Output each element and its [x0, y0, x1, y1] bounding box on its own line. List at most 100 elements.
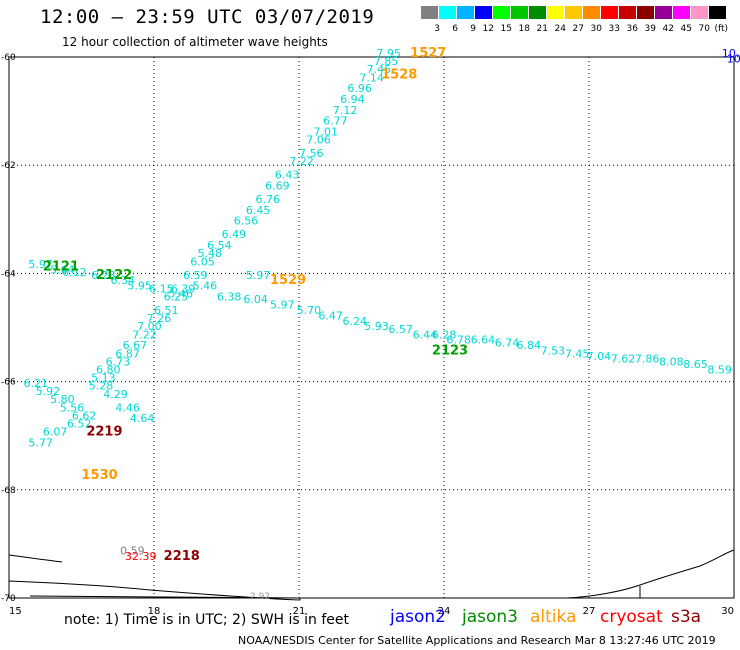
wave-height-label: 5.97 — [246, 269, 270, 282]
wave-height-label: 6.69 — [265, 180, 290, 193]
wave-height-label: 7.56 — [299, 147, 324, 160]
wave-height-label: 6.74 — [495, 336, 520, 349]
legend-swatch — [547, 6, 564, 19]
wave-height-label: 6.04 — [243, 293, 268, 306]
wave-height-label: 6.21 — [24, 377, 49, 390]
pass-time-label: 1530 — [82, 468, 118, 483]
wave-height-label: 6.24 — [343, 315, 368, 328]
x-tick-label: 18 — [148, 606, 161, 617]
wave-height-label: 6.43 — [275, 169, 300, 182]
coastline — [8, 580, 301, 601]
wave-height-label: 7.26 — [147, 312, 172, 325]
wave-height-label: 10.01 — [722, 47, 740, 60]
map-title: 12:00 – 23:59 UTC 03/07/2019 — [40, 6, 375, 28]
legend-label: 27 — [572, 24, 584, 34]
wave-height-label: 6.12 — [62, 266, 87, 279]
legend-label: 18 — [518, 24, 530, 34]
y-tick-label: -68 — [1, 486, 16, 496]
wave-height-label: 6.73 — [106, 355, 130, 368]
wave-height-label: 4.46 — [115, 401, 140, 414]
wave-height-label: 7.86 — [635, 353, 660, 366]
note-text: note: 1) Time is in UTC; 2) SWH is in fe… — [64, 612, 350, 628]
wave-height-label: 7.14 — [359, 71, 384, 84]
wave-height-label: 6.28 — [432, 328, 457, 341]
wave-height-label: 5.70 — [297, 304, 322, 317]
wave-height-label: 6.34 — [111, 274, 136, 287]
legend-label: 30 — [590, 24, 602, 34]
wave-height-label: 6.47 — [318, 309, 343, 322]
wave-height-label: 6.59 — [183, 269, 208, 282]
wave-height-label: 7.53 — [541, 345, 566, 358]
y-tick-label: -60 — [1, 53, 16, 63]
wave-height-label: 6.05 — [190, 255, 215, 268]
y-tick-label: -70 — [1, 594, 16, 604]
legend-swatch — [493, 6, 510, 19]
wave-height-label: 6.07 — [43, 426, 67, 439]
legend-swatch — [619, 6, 636, 19]
coastline — [565, 549, 735, 599]
satellite-altika: altika — [530, 607, 577, 627]
wave-height-label: 4.64 — [130, 412, 155, 425]
wave-height-label: 7.62 — [611, 353, 636, 366]
satellite-jason2: jason2 — [390, 607, 446, 627]
legend-swatch — [673, 6, 690, 19]
wave-height-label: 6.77 — [323, 115, 348, 128]
legend-label: 15 — [500, 24, 512, 34]
wave-height-label: 5.77 — [28, 437, 53, 450]
wave-height-label: 7.95 — [376, 47, 401, 60]
wave-height-label: 7.04 — [587, 350, 612, 363]
wave-height-label: 6.84 — [517, 339, 542, 352]
wave-height-label: 6.49 — [222, 228, 247, 241]
wave-height-label: 5.80 — [50, 393, 74, 406]
wave-height-label: 7.85 — [374, 55, 399, 68]
x-tick-label: 21 — [293, 606, 306, 617]
wave-height-label: 5.46 — [169, 288, 194, 301]
satellite-s3a: s3a — [671, 607, 702, 627]
wave-height-label: 5.64 — [50, 263, 74, 276]
legend-label: 21 — [536, 24, 548, 34]
wave-height-label: 7.45 — [565, 347, 590, 360]
wave-height-label: 6.44 — [413, 328, 438, 341]
wave-height-label: 6.78 — [446, 334, 471, 347]
wave-height-label: 6.67 — [123, 339, 148, 352]
legend-label: 12 — [482, 24, 494, 34]
x-tick-label: 24 — [438, 606, 451, 617]
wave-height-label: 7.22 — [289, 155, 314, 168]
legend-swatch — [421, 6, 438, 19]
legend-label: 70 — [698, 24, 710, 34]
wave-height-label: 6.52 — [67, 418, 92, 431]
wave-height-label: 4.29 — [103, 388, 128, 401]
legend-label: 42 — [662, 24, 674, 34]
land-label: 2.92 — [250, 592, 270, 602]
map-subtitle: 12 hour collection of altimeter wave hei… — [62, 35, 328, 49]
wave-height-label: 5.97 — [28, 258, 53, 271]
wave-height-label: 6.80 — [96, 363, 121, 376]
pass-time-label: 2123 — [432, 344, 468, 359]
y-tick-label: -64 — [1, 269, 16, 279]
footer-credit: NOAA/NESDIS Center for Satellite Applica… — [238, 634, 716, 647]
wave-height-label: 5.95 — [127, 280, 151, 293]
pass-time-label: 1527 — [410, 46, 446, 61]
wave-height-label: 6.25 — [164, 290, 189, 303]
map-frame — [8, 56, 735, 599]
wave-height-label: 6.76 — [256, 193, 281, 206]
y-tick-label: -62 — [1, 161, 16, 171]
wave-height-label: 6.87 — [115, 347, 140, 360]
wave-height-label: 6.45 — [246, 204, 270, 217]
wave-height-label: 8.59 — [707, 363, 732, 376]
wave-height-label: 5.92 — [36, 385, 61, 398]
wave-height-label: 10 — [727, 52, 740, 65]
legend-label: 24 — [554, 24, 566, 34]
wave-height-label: 6.62 — [72, 409, 97, 422]
wave-height-label: 5.13 — [91, 372, 116, 385]
wave-height-label: 7.45 — [367, 63, 392, 76]
x-tick-label: 27 — [583, 606, 596, 617]
wave-height-label: 5.48 — [198, 247, 223, 260]
satellite-jason3: jason3 — [462, 607, 518, 627]
wave-height-label: 5.97 — [270, 299, 295, 312]
legend-label: 45 — [680, 24, 692, 34]
pass-time-label: 2121 — [43, 260, 79, 275]
legend-swatch — [601, 6, 618, 19]
pass-time-label: 2219 — [86, 425, 122, 440]
